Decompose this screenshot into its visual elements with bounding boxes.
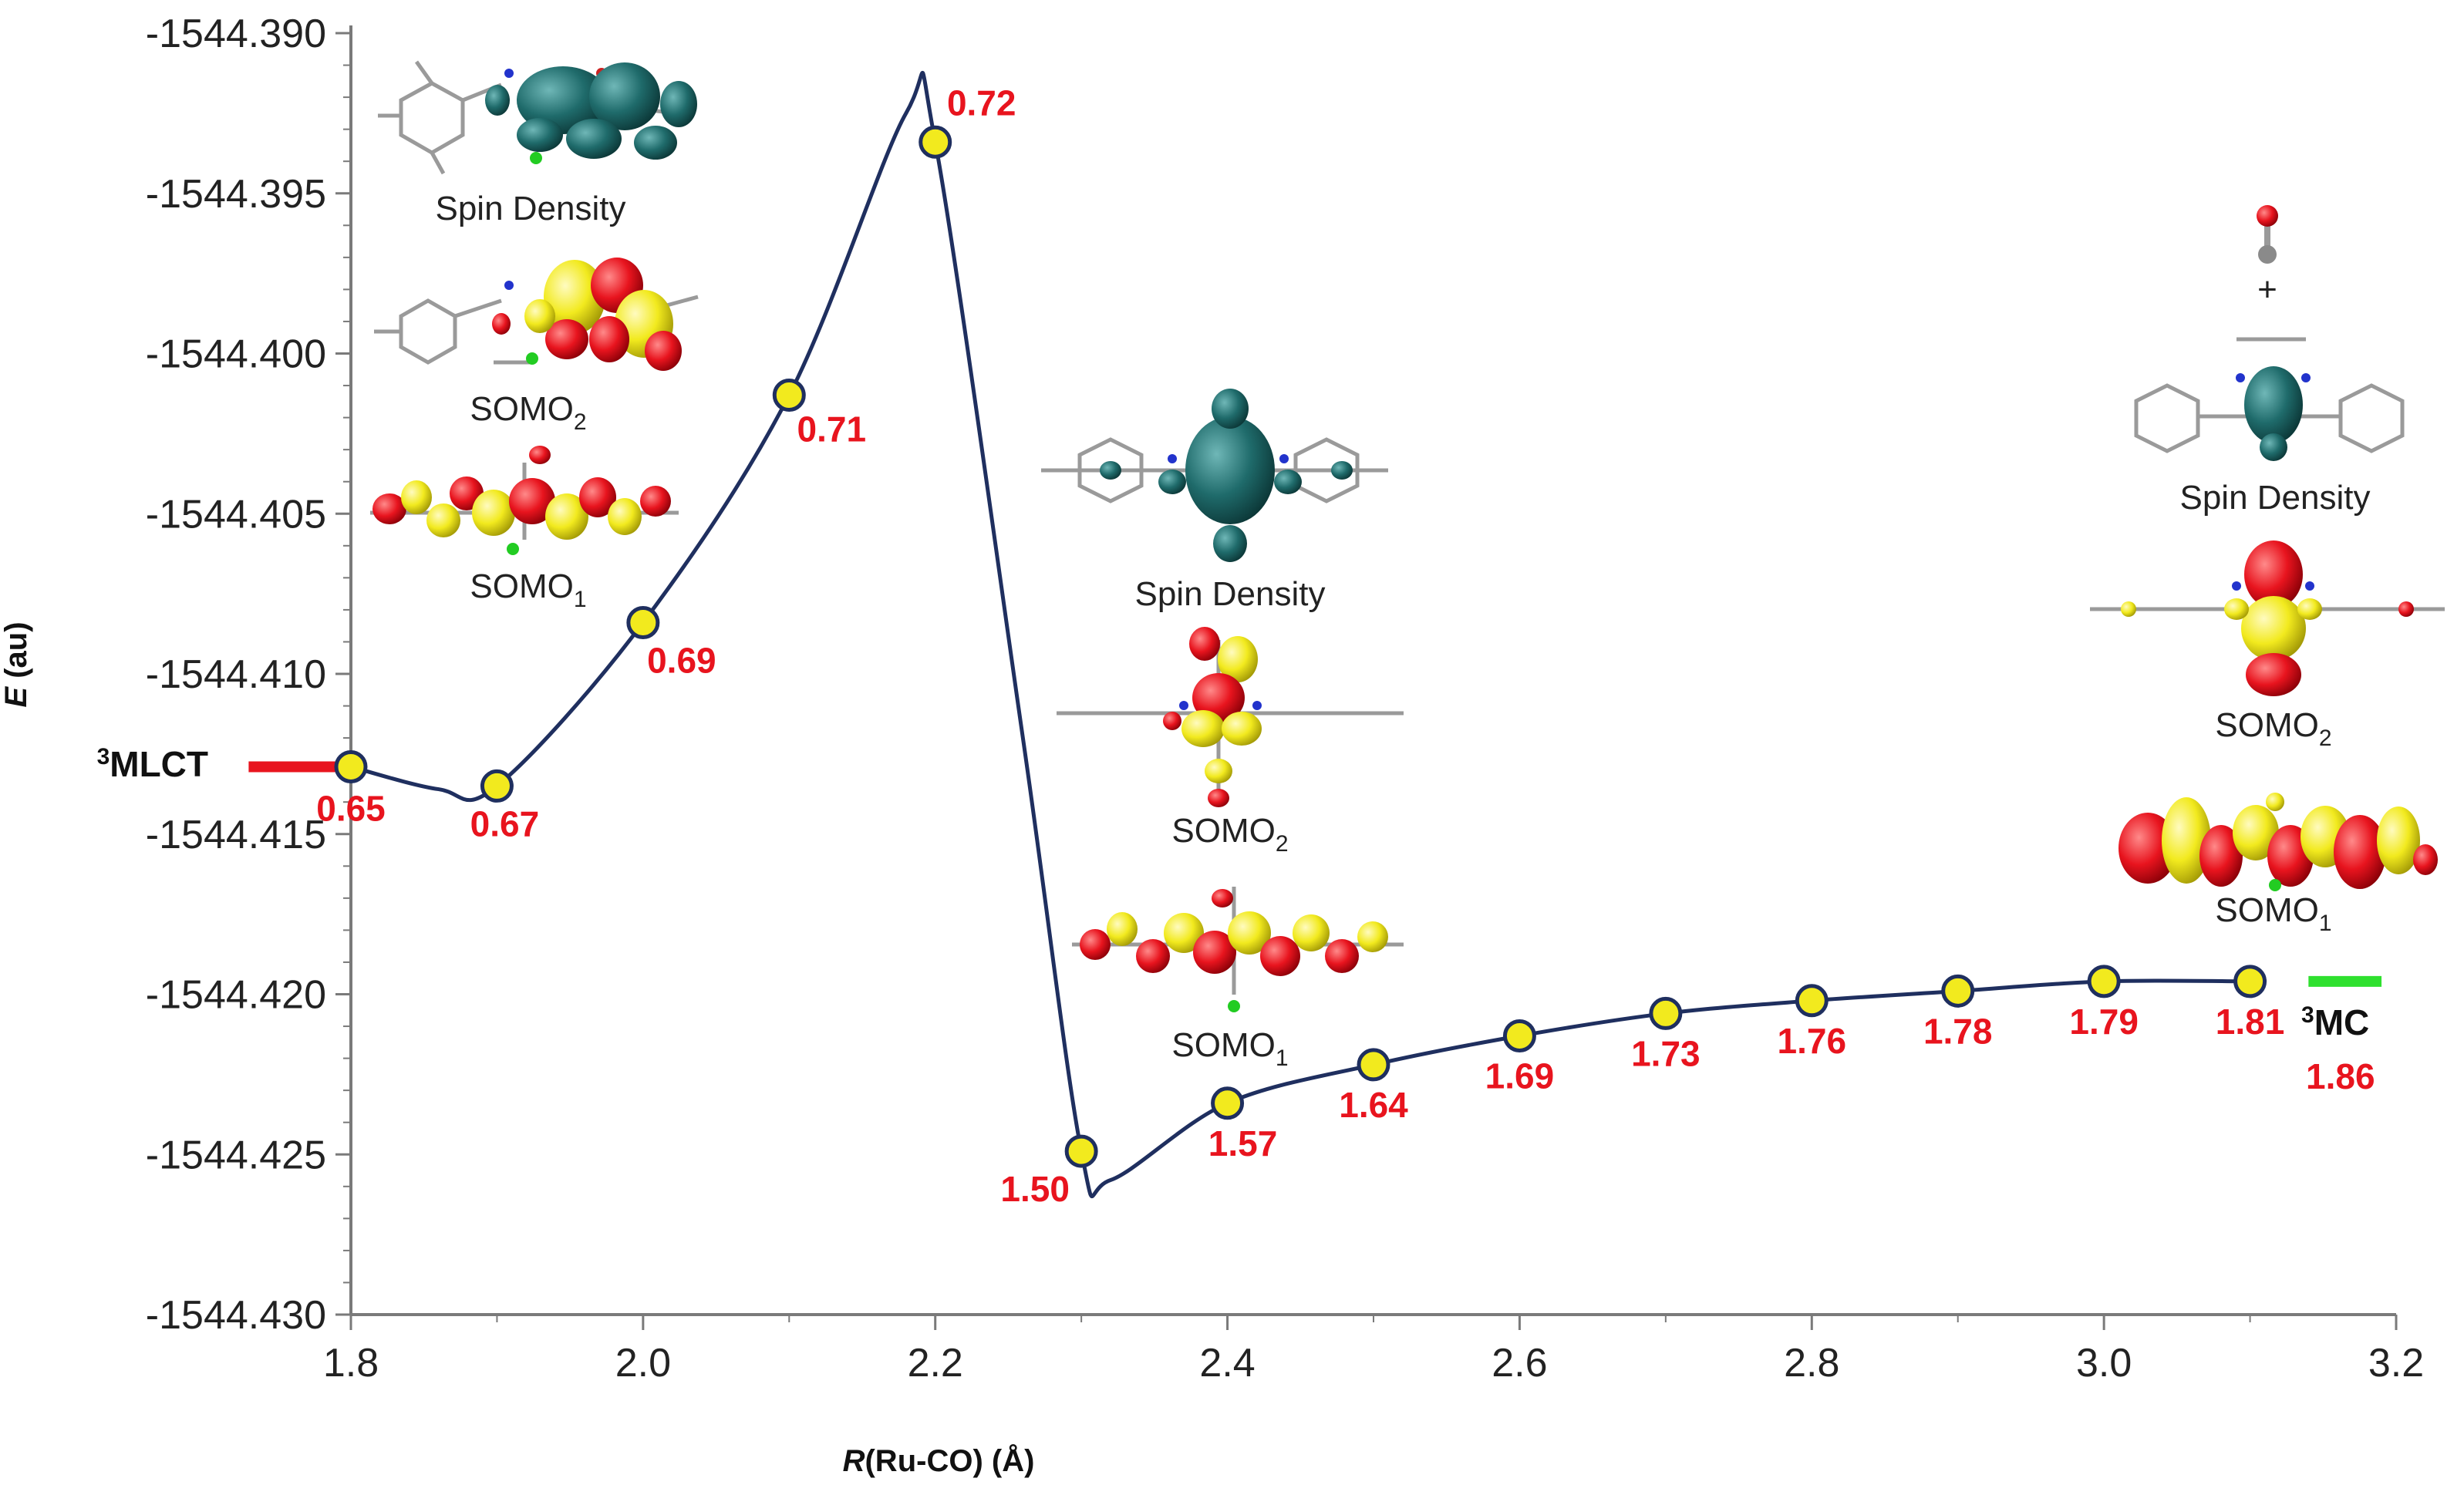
left-somo1-caption-sub: 1 <box>574 587 587 612</box>
left-somo2-caption: SOMO2 <box>470 390 586 435</box>
left-spin-density-caption: Spin Density <box>435 190 625 227</box>
x-tick-label: 2.8 <box>1784 1341 1839 1386</box>
state-label-3mlct: 3MLCT <box>97 744 208 784</box>
data-point <box>1795 984 1829 1018</box>
mid-somo1-image <box>1072 887 1404 1012</box>
right-somo1-caption-sub: 1 <box>2319 911 2332 936</box>
x-axis-title: R(Ru-CO) (Å) <box>843 1443 1035 1478</box>
left-somo2-image <box>374 258 699 371</box>
mid-somo2-image <box>1057 627 1404 807</box>
y-tick-label: -1544.405 <box>146 492 326 537</box>
state-label-3mc-value: 1.86 <box>2306 1056 2375 1096</box>
x-tick-label: 2.0 <box>615 1341 671 1386</box>
point-label: 1.50 <box>1000 1169 1070 1209</box>
data-point <box>334 749 368 783</box>
mid-spin-density-image <box>1041 389 1388 562</box>
data-point <box>1941 974 1975 1008</box>
right-spin-density-caption: Spin Density <box>2179 479 2370 517</box>
data-point <box>919 125 952 159</box>
mid-somo2-caption: SOMO2 <box>1171 812 1288 857</box>
y-tick-label: -1544.425 <box>146 1133 326 1177</box>
right-somo2-image <box>2090 540 2445 696</box>
data-point <box>1649 996 1683 1030</box>
right-somo1-caption-text: SOMO <box>2215 891 2318 929</box>
y-tick-label: -1544.395 <box>146 172 326 217</box>
left-spin-density-image <box>378 60 697 175</box>
right-spin-density-image <box>2134 337 2405 461</box>
mid-somo2-caption-sub: 2 <box>1276 831 1289 857</box>
y-axis-title: E (au) <box>0 621 33 707</box>
state-label-3mc: 3MC <box>2301 1002 2369 1042</box>
data-point <box>2087 965 2121 998</box>
mid-somo1-caption: SOMO1 <box>1171 1026 1288 1071</box>
left-somo1-caption-text: SOMO <box>470 567 573 605</box>
left-somo2-caption-sub: 2 <box>574 409 587 435</box>
point-label: 1.64 <box>1339 1085 1408 1125</box>
y-tick-label: -1544.400 <box>146 332 326 377</box>
right-somo2-caption-sub: 2 <box>2319 726 2332 751</box>
point-label: 0.69 <box>647 641 716 681</box>
point-label: 1.73 <box>1631 1033 1701 1073</box>
mid-somo1-caption-text: SOMO <box>1171 1026 1275 1064</box>
data-point <box>1064 1134 1098 1168</box>
x-axis-title-rest: (Ru-CO) (Å) <box>865 1443 1034 1478</box>
mid-somo2-caption-text: SOMO <box>1171 812 1275 850</box>
x-axis-title-italic: R <box>843 1444 865 1478</box>
y-tick-label: -1544.430 <box>146 1293 326 1338</box>
point-label: 0.71 <box>797 409 867 450</box>
data-point <box>626 606 660 640</box>
point-label: 0.65 <box>316 788 386 828</box>
data-point <box>772 379 806 412</box>
x-tick-label: 2.4 <box>1199 1341 1255 1386</box>
right-co-fragment-image <box>2257 205 2278 264</box>
y-axis-title-italic: E <box>0 686 33 708</box>
x-tick-label: 2.2 <box>908 1341 963 1386</box>
point-label: 1.69 <box>1485 1056 1555 1096</box>
point-label: 1.57 <box>1208 1123 1278 1163</box>
right-somo2-caption-text: SOMO <box>2215 706 2318 744</box>
data-point <box>1357 1048 1390 1082</box>
data-point <box>1211 1086 1245 1120</box>
point-label: 1.81 <box>2216 1002 2285 1042</box>
energy-curve <box>350 70 2250 1199</box>
y-tick-label: -1544.390 <box>146 12 326 56</box>
left-somo1-image <box>370 446 679 555</box>
left-somo1-caption: SOMO1 <box>470 567 586 612</box>
y-tick-label: -1544.415 <box>146 813 326 857</box>
y-tick-label: -1544.420 <box>146 973 326 1018</box>
mid-somo1-caption-sub: 1 <box>1276 1046 1289 1071</box>
data-point <box>2233 965 2267 998</box>
right-somo1-image <box>2119 793 2438 891</box>
right-somo1-caption: SOMO1 <box>2215 891 2331 936</box>
mid-spin-density-caption: Spin Density <box>1134 575 1325 613</box>
x-tick-label: 1.8 <box>323 1341 379 1386</box>
y-axis-title-rest: (au) <box>0 621 33 686</box>
right-somo2-caption: SOMO2 <box>2215 706 2331 751</box>
point-label: 1.76 <box>1778 1021 1847 1061</box>
data-point <box>1502 1019 1536 1053</box>
point-label: 0.67 <box>470 803 540 844</box>
x-tick-label: 3.0 <box>2076 1341 2132 1386</box>
point-label: 0.72 <box>947 82 1016 123</box>
y-tick-label: -1544.410 <box>146 652 326 697</box>
state-label-3mc-text: MC <box>2314 1002 2370 1042</box>
point-label: 1.78 <box>1923 1011 1993 1051</box>
data-point <box>480 769 514 803</box>
x-tick-label: 2.6 <box>1492 1341 1547 1386</box>
state-label-3mlct-sup: 3 <box>97 744 110 769</box>
x-tick-label: 3.2 <box>2368 1341 2424 1386</box>
state-label-3mc-sup: 3 <box>2301 1002 2314 1028</box>
right-co-plus-sign: + <box>2257 271 2277 308</box>
left-somo2-caption-text: SOMO <box>470 390 573 428</box>
state-label-3mlct-text: MLCT <box>110 744 208 784</box>
point-label: 1.79 <box>2069 1002 2139 1042</box>
